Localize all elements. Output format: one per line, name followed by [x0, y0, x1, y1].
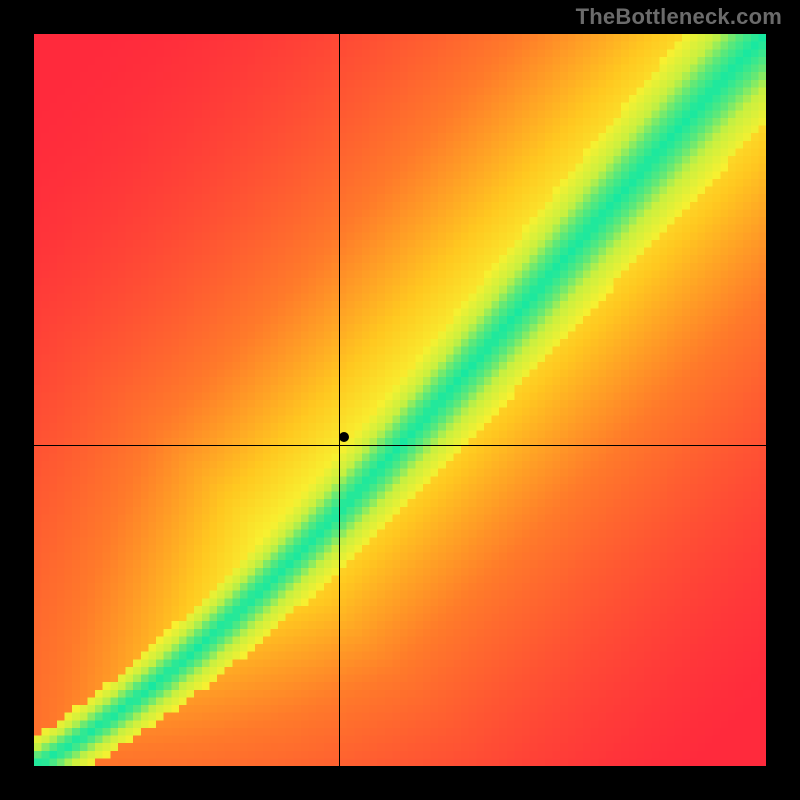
- watermark-text: TheBottleneck.com: [576, 4, 782, 30]
- crosshair-horizontal: [34, 445, 766, 446]
- heatmap-plot: [34, 34, 766, 766]
- chart-container: TheBottleneck.com: [0, 0, 800, 800]
- crosshair-vertical: [339, 34, 340, 766]
- marker-point: [339, 432, 349, 442]
